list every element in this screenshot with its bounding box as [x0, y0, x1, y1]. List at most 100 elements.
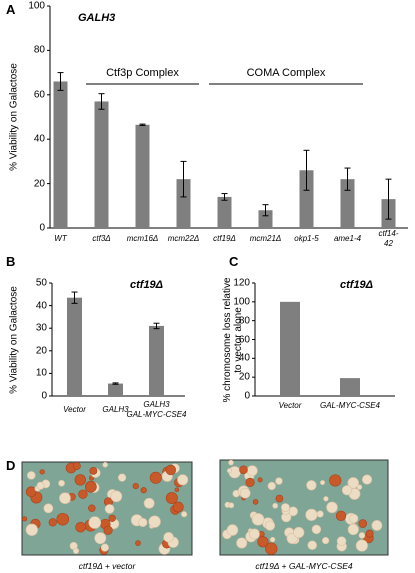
- x-tick-label: mcm22Δ: [167, 234, 200, 243]
- colony: [135, 540, 141, 546]
- colony: [361, 474, 373, 485]
- x-tick-label: Vector: [278, 401, 302, 410]
- colony: [320, 480, 326, 486]
- colony: [25, 486, 37, 498]
- panel-label: C: [229, 254, 239, 269]
- colony: [347, 477, 359, 489]
- photo-caption: ctf19Δ + vector: [78, 561, 136, 571]
- bar: [94, 101, 109, 228]
- colony: [248, 528, 260, 540]
- chart-title: ctf19Δ: [340, 279, 374, 291]
- bar: [67, 297, 82, 396]
- x-tick-label: okp1-5: [294, 234, 319, 243]
- colony: [305, 508, 318, 521]
- bar: [299, 170, 314, 228]
- y-tick-label: 60: [238, 334, 250, 345]
- x-tick-label: ctf19Δ: [213, 234, 236, 243]
- colony: [165, 464, 176, 476]
- y-tick-label: 30: [35, 322, 47, 334]
- colony: [140, 487, 147, 494]
- colony: [321, 536, 330, 545]
- colony: [177, 474, 189, 486]
- bar: [258, 210, 273, 228]
- colony: [267, 481, 276, 491]
- colony: [226, 468, 233, 474]
- bar: [108, 383, 123, 396]
- colony: [355, 539, 368, 552]
- colony: [358, 519, 368, 528]
- colony: [358, 532, 366, 539]
- panel-label: D: [6, 458, 16, 473]
- photo-caption: ctf19Δ + GAL-MYC-CSE4: [255, 561, 353, 571]
- y-tick-label: 60: [33, 89, 45, 101]
- colony: [58, 479, 65, 487]
- colony: [181, 511, 188, 518]
- colony: [89, 466, 98, 475]
- colony: [88, 504, 96, 512]
- y-tick-label: 80: [33, 44, 45, 56]
- colony: [25, 523, 38, 536]
- y-tick-label: 40: [33, 133, 45, 145]
- bar: [53, 81, 68, 228]
- colony: [316, 510, 324, 518]
- panel-label: A: [6, 2, 16, 17]
- y-tick-label: 40: [35, 300, 47, 312]
- bar: [176, 179, 191, 228]
- annotation: COMA Complex: [246, 67, 326, 79]
- y-tick-label: 0: [41, 390, 47, 402]
- bar: [217, 196, 232, 228]
- x-tick-label: GAL-MYC-CSE4: [319, 401, 381, 410]
- colony: [349, 513, 359, 524]
- colony: [288, 506, 298, 517]
- colony: [228, 459, 234, 466]
- colony: [307, 540, 317, 550]
- colony: [239, 487, 251, 499]
- colony: [56, 512, 70, 526]
- colony: [336, 536, 347, 546]
- colony: [103, 525, 113, 535]
- y-tick-label: 40: [238, 352, 250, 364]
- y-tick-label: 0: [244, 390, 250, 402]
- y-tick-label: 20: [238, 371, 250, 383]
- colony: [43, 503, 54, 514]
- colony: [27, 471, 36, 480]
- y-tick-label: 120: [233, 277, 250, 289]
- colony: [148, 515, 161, 528]
- colony: [371, 520, 383, 531]
- colony: [94, 532, 107, 545]
- colony: [138, 517, 148, 528]
- y-axis-label: % Viability on Galactose: [8, 285, 20, 394]
- colony: [85, 480, 97, 493]
- x-tick-label: ctf14-42: [378, 229, 399, 248]
- colony: [311, 524, 322, 535]
- x-tick-label: mcm16Δ: [126, 234, 159, 243]
- colony: [163, 531, 174, 543]
- colony: [252, 499, 259, 505]
- colony: [257, 536, 269, 548]
- x-tick-label: mcm21Δ: [249, 234, 282, 243]
- colony: [143, 497, 155, 509]
- colony: [281, 503, 290, 512]
- y-tick-label: 20: [35, 345, 47, 357]
- colony: [347, 523, 359, 536]
- colony: [275, 477, 283, 485]
- colony: [72, 462, 81, 470]
- y-tick-label: 0: [39, 222, 45, 234]
- colony: [110, 490, 123, 503]
- colony: [108, 514, 116, 522]
- y-tick-label: 80: [238, 315, 250, 327]
- bar: [340, 179, 355, 228]
- colony: [323, 496, 329, 502]
- x-tick-label: ctf3Δ: [92, 234, 111, 243]
- colony: [335, 510, 347, 521]
- colony: [75, 521, 86, 533]
- colony: [264, 520, 276, 531]
- colony: [275, 494, 284, 503]
- y-tick-label: 50: [35, 277, 47, 289]
- x-tick-label: WT: [54, 234, 67, 243]
- colony: [269, 536, 276, 543]
- colony: [102, 461, 109, 468]
- colony: [21, 516, 28, 522]
- colony: [265, 542, 278, 555]
